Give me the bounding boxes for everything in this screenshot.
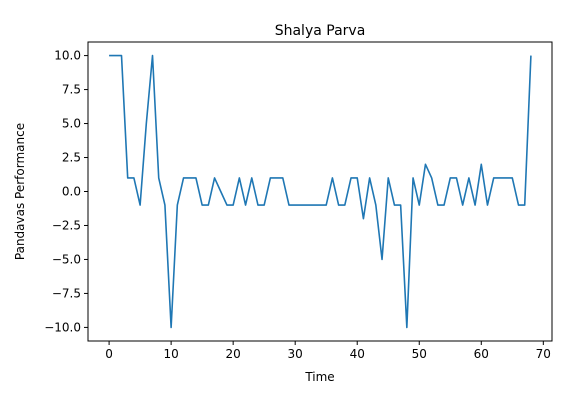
chart-title: Shalya Parva <box>275 23 366 39</box>
x-axis: 0 10 20 30 40 50 60 70 <box>105 341 551 361</box>
y-tick-label: 10.0 <box>54 49 81 63</box>
x-tick-label: 0 <box>105 347 113 361</box>
y-tick-label: 0.0 <box>62 185 81 199</box>
x-tick-label: 70 <box>536 347 551 361</box>
x-tick-label: 30 <box>288 347 303 361</box>
y-tick-label: −2.5 <box>52 218 81 232</box>
y-tick-label: 2.5 <box>62 151 81 165</box>
series-layer <box>109 54 532 329</box>
plot-frame <box>87 41 553 342</box>
y-tick-label: −10.0 <box>44 320 81 334</box>
y-tick-label: 5.0 <box>62 117 81 131</box>
x-tick-label: 60 <box>474 347 489 361</box>
plot-area <box>87 41 553 342</box>
x-tick-label: 50 <box>412 347 427 361</box>
x-tick-label: 10 <box>163 347 178 361</box>
y-tick-label: −7.5 <box>52 286 81 300</box>
x-tick-label: 40 <box>350 347 365 361</box>
y-tick-label: 7.5 <box>62 83 81 97</box>
series-line <box>109 54 532 329</box>
x-tick-label: 20 <box>226 347 241 361</box>
y-axis-label: Pandavas Performance <box>13 123 27 260</box>
y-tick-label: −5.0 <box>52 252 81 266</box>
x-axis-label: Time <box>304 370 334 384</box>
y-axis: 10.0 7.5 5.0 2.5 0.0 −2.5 −5.0 −7.5 −10.0 <box>44 49 88 334</box>
